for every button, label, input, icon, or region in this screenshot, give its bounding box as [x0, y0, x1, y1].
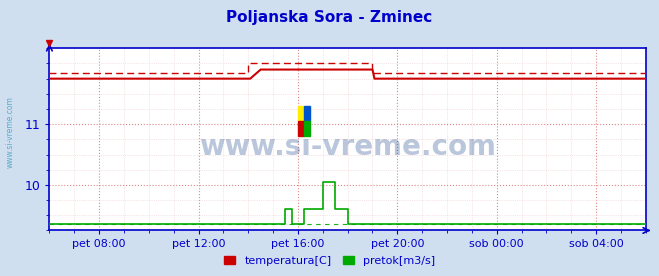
Bar	[298, 106, 304, 121]
Legend: temperatura[C], pretok[m3/s]: temperatura[C], pretok[m3/s]	[220, 251, 439, 270]
Text: Poljanska Sora - Zminec: Poljanska Sora - Zminec	[227, 10, 432, 25]
Bar	[304, 121, 310, 136]
Text: www.si-vreme.com: www.si-vreme.com	[199, 133, 496, 161]
Bar	[298, 121, 304, 136]
Text: www.si-vreme.com: www.si-vreme.com	[5, 97, 14, 168]
Bar	[304, 106, 310, 121]
